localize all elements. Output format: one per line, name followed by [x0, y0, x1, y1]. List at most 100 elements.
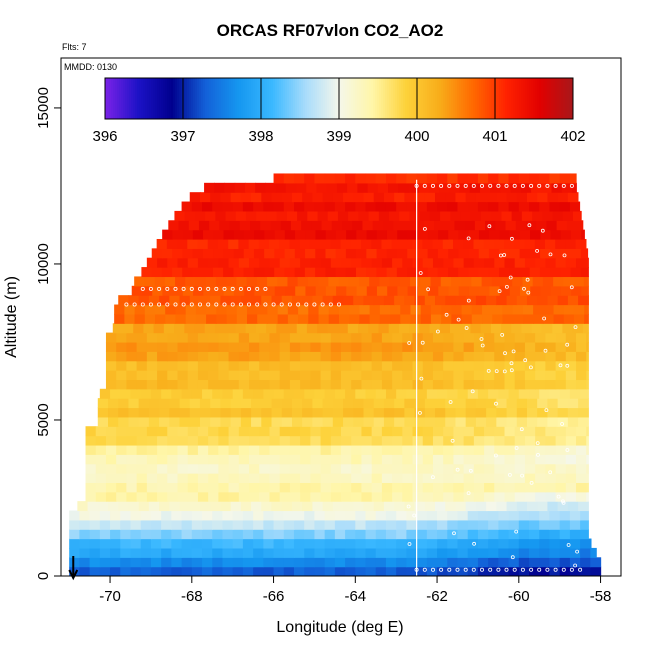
heat-cell: [423, 220, 435, 231]
heat-cell: [588, 295, 589, 306]
sample-marker: [471, 567, 476, 572]
heat-cell: [422, 426, 434, 437]
heat-cell: [167, 444, 179, 455]
heat-cell: [565, 426, 577, 437]
heat-cell: [253, 538, 264, 549]
heat-cell: [320, 257, 332, 268]
sample-marker: [336, 302, 341, 307]
heat-cell: [318, 276, 329, 287]
heat-cell: [273, 173, 285, 184]
colorbar-swatch: [183, 78, 186, 119]
heat-cell: [161, 547, 172, 558]
heat-cell: [518, 557, 530, 568]
sample-marker: [537, 183, 542, 188]
heat-cell: [473, 491, 485, 502]
heat-cell: [586, 360, 589, 371]
heat-cell: [457, 566, 469, 576]
heat-cell: [220, 501, 232, 512]
heat-cell: [146, 360, 158, 371]
heat-cell: [509, 248, 521, 259]
x-tick-label: -66: [263, 588, 285, 605]
heat-cell: [116, 473, 127, 483]
heat-cell: [480, 323, 492, 334]
heat-cell: [535, 482, 546, 493]
heat-cell: [508, 510, 520, 521]
heat-cell: [394, 501, 405, 512]
heat-cell: [191, 510, 203, 521]
heat-cell: [255, 182, 266, 193]
heat-cell: [251, 407, 262, 418]
heat-cell: [325, 229, 337, 240]
heat-cell: [361, 351, 373, 362]
heat-cell: [376, 267, 388, 278]
colorbar-swatch: [391, 78, 394, 119]
heat-cell: [369, 313, 381, 324]
heat-cell: [232, 547, 244, 558]
heat-cell: [494, 379, 506, 390]
heat-cell: [375, 510, 387, 521]
heat-cell: [226, 276, 237, 287]
heat-cell: [381, 332, 393, 343]
heat-cell: [182, 248, 194, 259]
colorbar-swatch: [179, 78, 182, 119]
heat-cell: [443, 351, 455, 362]
heat-cell: [573, 276, 585, 287]
heat-cell: [249, 351, 260, 362]
heat-cell: [479, 182, 491, 193]
heat-cell: [296, 182, 307, 193]
heat-cell: [365, 519, 377, 530]
heat-cell: [516, 416, 528, 427]
heat-cell: [169, 416, 181, 427]
heat-cell: [185, 276, 197, 287]
heat-cell: [291, 407, 303, 418]
heat-cell: [358, 276, 370, 287]
heat-cell: [473, 463, 485, 474]
heat-cell: [552, 210, 564, 221]
heat-cell: [157, 454, 168, 465]
heat-cell: [322, 407, 334, 418]
heat-cell: [569, 388, 581, 399]
colorbar-swatch: [295, 78, 298, 119]
heat-cell: [443, 454, 455, 465]
heat-cell: [279, 238, 291, 249]
heat-cell: [141, 285, 153, 296]
heat-cell: [389, 210, 400, 221]
heat-cell: [399, 276, 411, 287]
heat-cell: [222, 510, 234, 521]
heat-cell: [266, 323, 277, 334]
heat-cell: [422, 482, 434, 493]
heat-cell: [381, 482, 393, 493]
heat-cell: [567, 407, 579, 418]
heat-cell: [130, 557, 142, 568]
heat-cell: [447, 510, 459, 521]
sample-marker: [132, 302, 137, 307]
heat-cell: [473, 370, 485, 381]
colorbar-swatch: [417, 78, 420, 119]
heat-cell: [99, 529, 111, 540]
sample-marker: [320, 302, 325, 307]
colorbar-swatch: [413, 78, 416, 119]
heat-cell: [105, 454, 117, 465]
colorbar-swatch: [473, 78, 476, 119]
heat-cell: [181, 388, 193, 399]
heat-cell: [341, 332, 352, 343]
heat-cell: [455, 192, 467, 203]
heat-cell: [238, 454, 250, 465]
heat-cell: [172, 267, 183, 278]
heat-cell: [504, 435, 516, 446]
heat-cell: [375, 566, 387, 576]
heat-cell: [283, 566, 295, 576]
heat-cell: [150, 557, 162, 568]
heat-cell: [569, 547, 581, 558]
heat-cell: [202, 201, 213, 212]
colorbar-swatch: [457, 78, 460, 119]
heat-cell: [432, 351, 444, 362]
heat-cell: [445, 192, 457, 203]
heat-cell: [355, 519, 367, 530]
heat-cell: [565, 473, 577, 483]
heat-cell: [208, 444, 219, 455]
heat-cell: [246, 304, 258, 315]
colorbar-swatch: [287, 78, 290, 119]
sample-marker: [206, 302, 211, 307]
heat-cell: [508, 547, 520, 558]
